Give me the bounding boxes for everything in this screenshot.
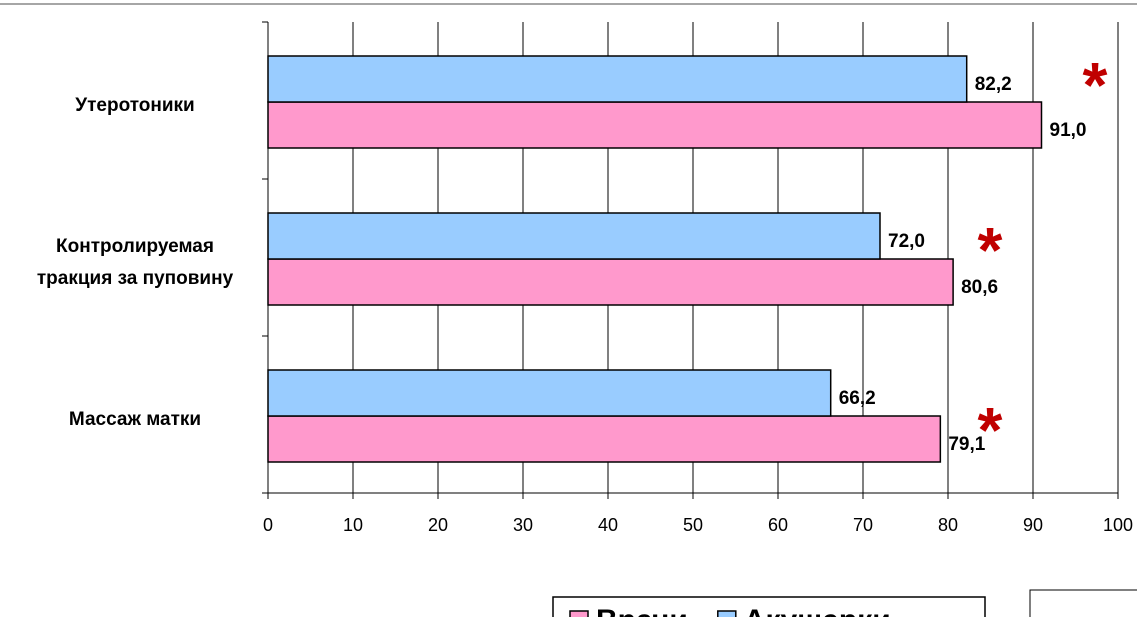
annotation: * (1083, 49, 1108, 121)
legend-swatch (569, 610, 589, 617)
legend-label: Акушерки (744, 604, 891, 617)
bar (267, 55, 968, 103)
x-tick-label: 30 (513, 515, 533, 535)
category-label: Утеротоники (75, 94, 195, 116)
value-label: 82,2 (975, 74, 1012, 95)
bar (267, 101, 1043, 149)
value-label: 80,6 (961, 277, 998, 298)
x-tick-label: 80 (938, 515, 958, 535)
x-tick-label: 0 (263, 515, 273, 535)
x-tick-label: 40 (598, 515, 618, 535)
x-tick-label: 10 (343, 515, 363, 535)
category-label: Массаж матки (68, 408, 202, 430)
x-tick-label: 90 (1023, 515, 1043, 535)
value-label: 91,0 (1050, 120, 1087, 141)
annotation: * (978, 394, 1003, 466)
category-label: Контролируемая тракция за пуповину (36, 235, 234, 289)
bar (267, 212, 881, 260)
legend-swatch (717, 610, 737, 617)
x-tick-label: 100 (1103, 515, 1133, 535)
bar (267, 369, 832, 417)
bar (267, 258, 954, 306)
annotation: * (978, 214, 1003, 286)
value-label: 79,1 (948, 434, 985, 455)
x-tick-label: 60 (768, 515, 788, 535)
value-label: 72,0 (888, 231, 925, 252)
bar (267, 415, 942, 463)
x-tick-label: 20 (428, 515, 448, 535)
x-tick-label: 50 (683, 515, 703, 535)
x-tick-label: 70 (853, 515, 873, 535)
value-label: 66,2 (839, 388, 876, 409)
frame (1029, 589, 1137, 617)
legend-box (552, 596, 986, 617)
legend-label: Врачи (596, 604, 688, 617)
